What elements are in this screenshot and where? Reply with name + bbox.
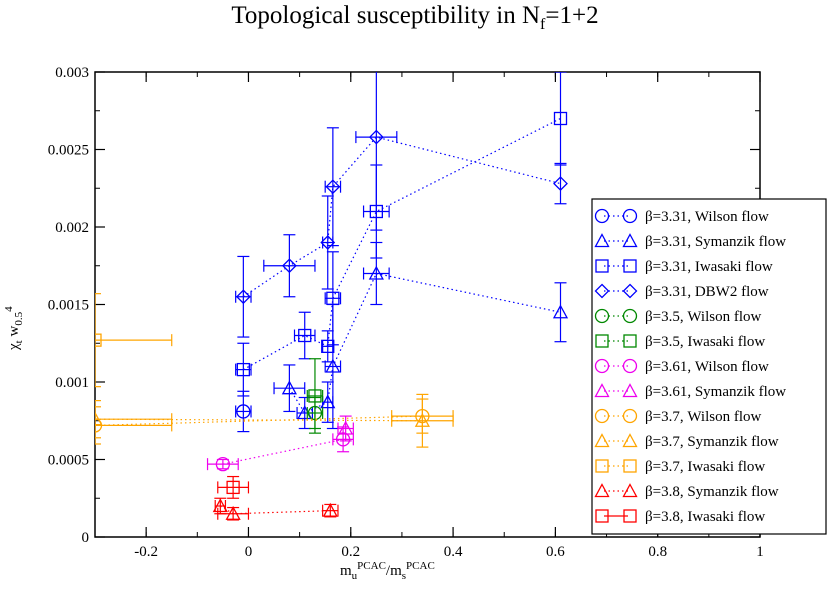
legend-marker bbox=[622, 283, 638, 299]
x-tick-label: 0.4 bbox=[444, 544, 463, 560]
legend-box bbox=[591, 198, 827, 535]
y-tick-label: 0.002 bbox=[55, 220, 89, 236]
data-point bbox=[322, 502, 338, 517]
legend-marker bbox=[594, 358, 610, 374]
data-point bbox=[215, 456, 231, 472]
legend-marker bbox=[622, 208, 638, 224]
legend-marker bbox=[622, 433, 638, 448]
y-tick-label: 0.0005 bbox=[48, 453, 89, 469]
x-tick-label: 0.6 bbox=[546, 544, 565, 560]
data-point bbox=[298, 328, 312, 343]
legend-marker bbox=[594, 208, 610, 224]
legend-marker bbox=[622, 233, 638, 248]
legend-label: β=3.7, Wilson flow bbox=[645, 409, 761, 425]
y-tick-label: 0.0025 bbox=[48, 143, 89, 159]
data-point bbox=[225, 505, 241, 520]
x-tick-label: 0 bbox=[245, 544, 253, 560]
data-point bbox=[553, 111, 568, 126]
data-point bbox=[326, 291, 340, 305]
data-point bbox=[236, 404, 251, 419]
data-point bbox=[308, 389, 322, 403]
y-tick-label: 0.001 bbox=[55, 375, 89, 391]
legend-label: β=3.5, Wilson flow bbox=[645, 309, 761, 325]
legend-marker bbox=[623, 334, 637, 348]
legend-marker bbox=[594, 483, 610, 498]
series-line bbox=[95, 415, 423, 426]
legend-label: β=3.7, Iwasaki flow bbox=[645, 459, 765, 475]
chart-title: Topological susceptibility in Nf=1+2 bbox=[231, 2, 599, 33]
data-point bbox=[236, 362, 250, 377]
data-point bbox=[552, 304, 569, 319]
data-point bbox=[320, 235, 336, 250]
legend-marker bbox=[594, 383, 610, 398]
legend-marker bbox=[622, 408, 638, 424]
data-point bbox=[281, 258, 297, 274]
legend-marker bbox=[623, 459, 637, 473]
x-tick-label: 0.8 bbox=[648, 544, 667, 560]
data-point bbox=[95, 411, 103, 426]
x-axis-label: muPCAC/msPCAC bbox=[340, 560, 435, 582]
series-line bbox=[288, 272, 561, 414]
data-point bbox=[414, 412, 430, 427]
legend-marker bbox=[595, 334, 609, 348]
legend-marker bbox=[595, 259, 609, 273]
x-tick-label: -0.2 bbox=[134, 544, 158, 560]
legend-label: β=3.61, Symanzik flow bbox=[645, 384, 786, 400]
data-point bbox=[368, 129, 384, 145]
legend-marker bbox=[622, 483, 638, 498]
data-point bbox=[335, 432, 351, 447]
series-line bbox=[222, 438, 344, 465]
legend-marker bbox=[595, 459, 609, 473]
legend-label: β=3.7, Symanzik flow bbox=[645, 434, 779, 450]
data-point bbox=[212, 498, 228, 513]
legend-label: β=3.61, Wilson flow bbox=[645, 359, 769, 375]
data-point bbox=[325, 358, 341, 373]
data-point bbox=[338, 420, 354, 435]
data-point bbox=[226, 480, 240, 495]
data-point bbox=[553, 176, 568, 192]
legend-marker bbox=[622, 308, 638, 324]
legend-marker bbox=[623, 509, 637, 523]
y-tick-label: 0 bbox=[82, 530, 90, 546]
legend-label: β=3.31, DBW2 flow bbox=[645, 284, 769, 300]
legend-label: β=3.5, Iwasaki flow bbox=[645, 334, 765, 350]
legend-label: β=3.31, Wilson flow bbox=[645, 209, 769, 225]
data-point bbox=[95, 418, 103, 433]
series-line bbox=[243, 117, 561, 371]
legend-marker bbox=[594, 283, 610, 299]
legend-marker bbox=[594, 433, 610, 448]
data-point bbox=[368, 265, 384, 280]
legend: β=3.31, Wilson flow β=3.31, Symanzik flow… bbox=[591, 198, 827, 535]
legend-marker bbox=[595, 509, 609, 523]
data-point bbox=[320, 394, 336, 409]
series-line bbox=[243, 136, 561, 298]
legend-marker bbox=[623, 259, 637, 273]
data-point bbox=[281, 380, 297, 395]
data-point bbox=[235, 289, 251, 305]
legend-label: β=3.8, Iwasaki flow bbox=[645, 509, 765, 525]
data-point bbox=[95, 333, 102, 347]
legend-marker bbox=[594, 233, 610, 248]
legend-label: β=3.31, Symanzik flow bbox=[645, 234, 786, 250]
x-tick-label: 1 bbox=[756, 544, 764, 560]
y-tick-label: 0.003 bbox=[55, 65, 89, 81]
data-point bbox=[325, 179, 341, 195]
legend-label: β=3.31, Iwasaki flow bbox=[645, 259, 773, 275]
x-tick-label: 0.2 bbox=[341, 544, 360, 560]
plot-area bbox=[95, 72, 569, 521]
legend-marker bbox=[622, 383, 638, 398]
legend-marker bbox=[594, 308, 610, 324]
legend-marker bbox=[594, 408, 610, 424]
y-tick-label: 0.0015 bbox=[48, 298, 89, 314]
legend-label: β=3.8, Symanzik flow bbox=[645, 484, 779, 500]
data-point bbox=[321, 339, 335, 354]
legend-marker bbox=[622, 358, 638, 374]
